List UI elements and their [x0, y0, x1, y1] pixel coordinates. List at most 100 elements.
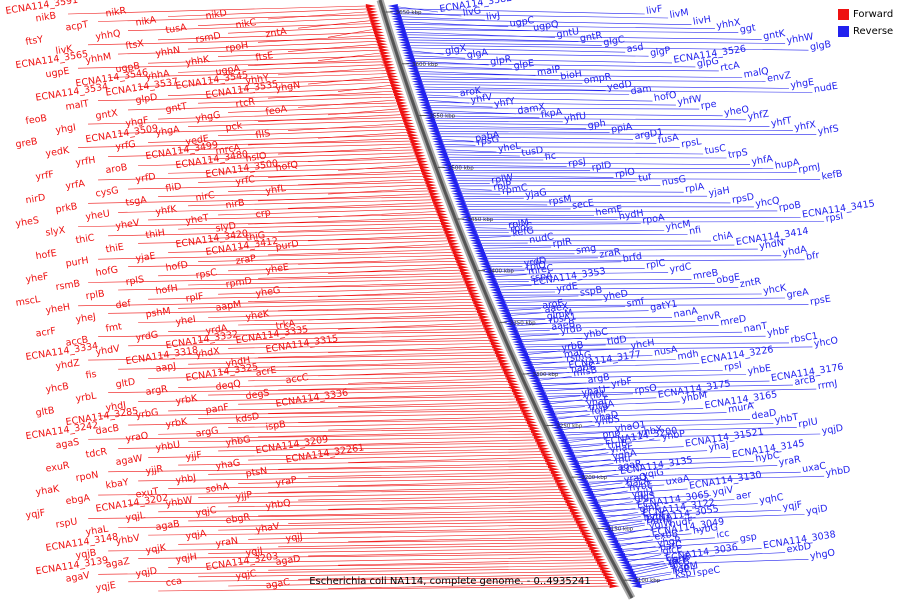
reverse-gene-label: icc [716, 528, 731, 541]
reverse-connector [612, 535, 651, 543]
forward-connector [227, 26, 373, 34]
reverse-feature-arrow [390, 11, 401, 16]
reverse-connector [471, 234, 688, 236]
reverse-connector [581, 475, 825, 483]
reverse-gene-label: yhbM [681, 390, 708, 405]
reverse-feature-arrow [408, 69, 419, 74]
reverse-feature-arrow [475, 251, 486, 256]
forward-connector [248, 58, 383, 66]
reverse-feature-arrow [594, 514, 605, 519]
scale-tick-label: 3100 kbp [634, 578, 660, 584]
reverse-feature-arrow [619, 560, 630, 565]
reverse-connector [629, 566, 669, 577]
forward-feature-arrow [499, 361, 510, 366]
forward-connector [78, 299, 472, 307]
reverse-connector [466, 221, 825, 223]
forward-connector [98, 489, 560, 496]
reverse-feature-arrow [534, 389, 545, 394]
forward-connector [208, 389, 512, 396]
reverse-connector [488, 274, 527, 278]
forward-gene-label: nikB [35, 10, 57, 24]
forward-feature-arrow [409, 136, 420, 141]
forward-feature-arrow [430, 194, 441, 199]
forward-gene-label: yjjR [145, 464, 164, 478]
forward-connector [158, 427, 530, 435]
reverse-connector [556, 424, 595, 431]
forward-connector [148, 372, 504, 379]
forward-gene-label: feoB [25, 113, 48, 127]
reverse-feature-arrow [596, 516, 607, 521]
forward-connector [238, 556, 594, 563]
forward-feature-arrow [575, 519, 586, 524]
forward-connector [128, 102, 398, 111]
reverse-gene-label: smf [626, 296, 646, 310]
forward-connector [198, 334, 488, 342]
reverse-gene-label: bioH [560, 68, 583, 82]
reverse-feature-arrow [542, 407, 553, 412]
reverse-connector [497, 295, 579, 299]
reverse-feature-arrow [518, 353, 529, 358]
forward-feature-arrow [383, 59, 394, 64]
reverse-feature-arrow [561, 446, 572, 451]
forward-feature-arrow [531, 429, 542, 434]
forward-connector [168, 246, 451, 253]
reverse-connector [533, 376, 572, 382]
forward-gene-label: flIS [255, 128, 271, 141]
forward-feature-arrow [433, 200, 444, 205]
reverse-feature-arrow [428, 129, 439, 134]
reverse-gene-label: glgA [466, 47, 489, 61]
reverse-connector [395, 18, 692, 26]
reverse-gene-label: tusC [704, 143, 727, 157]
forward-gene-label: livK [55, 43, 74, 57]
forward-gene-label: yheU [85, 208, 111, 223]
forward-feature-arrow [435, 206, 446, 211]
reverse-feature-arrow [501, 314, 512, 319]
reverse-connector [444, 162, 751, 166]
reverse-feature-arrow [471, 243, 482, 248]
forward-feature-arrow [411, 142, 422, 147]
reverse-feature-arrow [610, 545, 621, 550]
forward-connector [88, 433, 533, 440]
reverse-gene-label: kefG [512, 225, 535, 239]
forward-feature-arrow [506, 376, 517, 381]
forward-gene-label: yheS [15, 215, 40, 230]
reverse-connector [403, 42, 602, 46]
reverse-feature-arrow [407, 66, 418, 71]
reverse-gene-label: aaeX [544, 301, 570, 316]
reverse-connector [413, 73, 743, 78]
reverse-feature-arrow [485, 277, 496, 282]
forward-gene-label: yhdX [195, 346, 221, 361]
forward-connector [328, 582, 608, 589]
reverse-connector [498, 297, 786, 301]
reverse-feature-arrow [479, 261, 490, 266]
reverse-feature-arrow [624, 571, 635, 576]
reverse-feature-arrow [526, 371, 537, 376]
forward-connector [278, 463, 547, 470]
reverse-feature-arrow [533, 386, 544, 391]
reverse-gene-label: nudF [669, 516, 694, 531]
reverse-feature-arrow [441, 163, 452, 168]
forward-connector [138, 158, 417, 167]
forward-connector [158, 190, 429, 197]
scale-tick-label: 3600 kbp [412, 62, 438, 68]
reverse-gene-label: arcB [794, 374, 817, 388]
reverse-feature-arrow [580, 485, 591, 490]
scale-tick-label: 3500 kbp [448, 165, 474, 171]
reverse-feature-arrow [574, 472, 585, 477]
forward-feature-arrow [590, 549, 601, 554]
reverse-gene-label: yhdA [782, 244, 808, 259]
reverse-connector [430, 125, 587, 129]
reverse-feature-arrow [469, 238, 480, 243]
forward-gene-label: yheH [45, 302, 71, 317]
reverse-gene-label: tusD [521, 145, 544, 159]
forward-connector [228, 184, 427, 192]
reverse-feature-arrow [399, 43, 410, 48]
forward-feature-arrow [390, 80, 401, 85]
reverse-gene-label: yhaJ [708, 440, 730, 454]
reverse-connector [414, 76, 559, 80]
forward-feature-arrow [457, 262, 468, 267]
reverse-gene-label: rpoA [642, 212, 666, 226]
forward-connector [288, 123, 405, 132]
forward-gene-label: thiE [105, 242, 125, 256]
